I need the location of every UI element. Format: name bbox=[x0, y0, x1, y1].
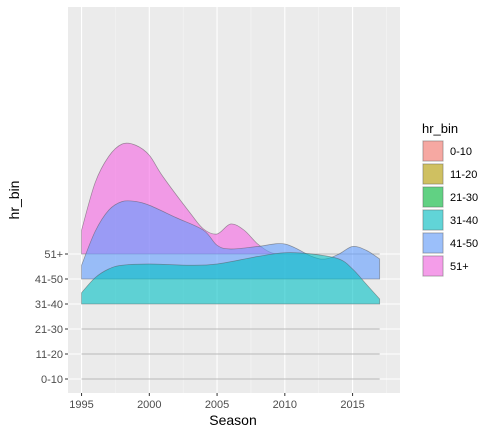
legend-swatch bbox=[422, 163, 444, 185]
y-tick-label: 51+ bbox=[44, 249, 63, 261]
x-axis-title: Season bbox=[209, 412, 256, 428]
legend-swatch bbox=[422, 186, 444, 208]
y-axis-title: hr_bin bbox=[6, 181, 22, 220]
x-tick-label: 2010 bbox=[273, 399, 297, 411]
legend-label: 0-10 bbox=[450, 146, 472, 158]
y-axis: 0-10 11-20 21-30 31-40 41-50 51+ bbox=[35, 249, 68, 386]
legend-label: 21-30 bbox=[450, 192, 478, 204]
y-tick-label: 21-30 bbox=[35, 324, 63, 336]
ridge-areas bbox=[81, 142, 381, 380]
legend-swatch bbox=[422, 140, 444, 162]
x-tick-label: 1995 bbox=[69, 399, 93, 411]
y-tick-label: 31-40 bbox=[35, 299, 63, 311]
ridge-31-40 bbox=[81, 252, 381, 305]
legend-label: 51+ bbox=[450, 261, 469, 273]
y-tick-label: 0-10 bbox=[41, 374, 63, 386]
x-tick-label: 2005 bbox=[205, 399, 229, 411]
legend-swatch bbox=[422, 232, 444, 254]
legend-title: hr_bin bbox=[422, 121, 458, 136]
x-tick-label: 2000 bbox=[137, 399, 161, 411]
legend-label: 31-40 bbox=[450, 215, 478, 227]
legend: hr_bin 0-10 11-20 21-30 31-40 41-50 51+ bbox=[422, 121, 478, 277]
legend-swatch bbox=[422, 209, 444, 231]
y-tick-label: 11-20 bbox=[36, 349, 63, 361]
legend-label: 41-50 bbox=[450, 238, 478, 250]
legend-label: 11-20 bbox=[450, 169, 477, 181]
legend-swatch bbox=[422, 255, 444, 277]
x-tick-label: 2015 bbox=[340, 399, 364, 411]
y-tick-label: 41-50 bbox=[35, 274, 63, 286]
x-axis: 1995 2000 2005 2010 2015 bbox=[69, 393, 365, 411]
